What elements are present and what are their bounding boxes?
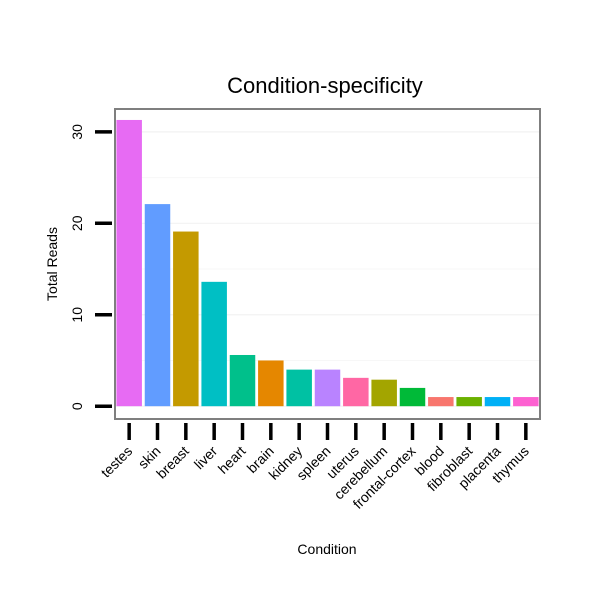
bar-frontal-cortex (399, 387, 426, 407)
x-tick-label: testes (98, 443, 136, 481)
bar-liver (201, 281, 227, 407)
bar-brain (258, 360, 284, 407)
y-tick-label: 0 (69, 402, 85, 410)
bar-kidney (286, 369, 312, 407)
x-tick-label: breast (153, 443, 192, 482)
bars (116, 119, 539, 407)
bar-cerebellum (371, 379, 397, 407)
x-axis-label: Condition (297, 541, 356, 557)
bar-fibroblast (456, 397, 482, 407)
y-axis-label: Total Reads (44, 227, 60, 301)
bar-blood (428, 397, 454, 407)
y-tick-label: 10 (69, 307, 85, 323)
plot-frame (114, 108, 541, 420)
x-tick-label: heart (215, 443, 249, 477)
y-axis: 0 10 20 30 (69, 124, 112, 410)
bar-uterus (343, 377, 369, 407)
bar-breast (173, 231, 199, 407)
y-tick-label: 20 (69, 215, 85, 231)
bar-placenta (484, 397, 511, 407)
bar-thymus (513, 397, 539, 407)
y-tick-label: 30 (69, 124, 85, 140)
bar-spleen (314, 369, 341, 407)
bar-testes (116, 119, 142, 407)
chart-title: Condition-specificity (227, 73, 423, 98)
bar-skin (144, 204, 171, 407)
bar-heart (229, 354, 256, 407)
x-axis: testes skinbreastliverheartbrainkidneyspl… (98, 423, 532, 512)
